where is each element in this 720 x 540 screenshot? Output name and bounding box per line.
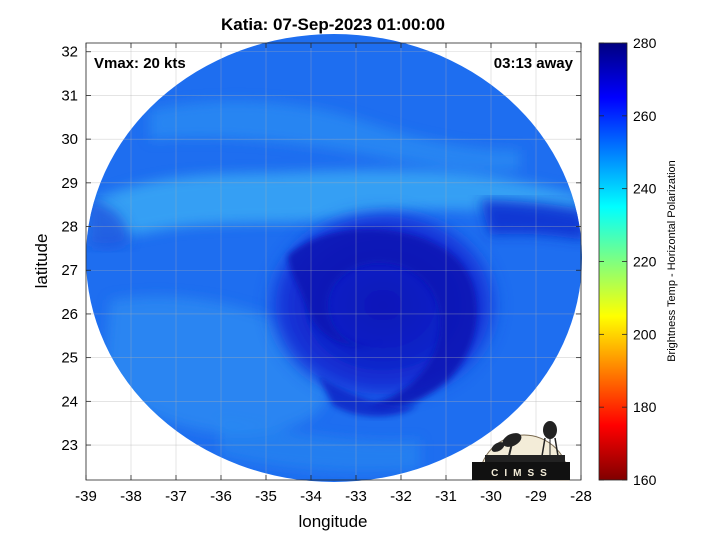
colorbar-tick-label: 260 <box>633 108 657 124</box>
y-tick-label: 27 <box>61 262 78 279</box>
colorbar-tick-label: 180 <box>633 399 657 415</box>
x-tick-label: -29 <box>525 488 547 505</box>
y-axis-label: latitude <box>32 234 51 289</box>
colorbar-tick-label: 220 <box>633 254 657 270</box>
y-tick-label: 30 <box>61 131 78 148</box>
x-axis-label: longitude <box>298 512 367 531</box>
x-tick-label: -35 <box>255 488 277 505</box>
x-tick-label: -38 <box>120 488 142 505</box>
x-tick-label: -39 <box>75 488 97 505</box>
x-tick-label: -33 <box>345 488 367 505</box>
x-tick-label: -28 <box>570 488 592 505</box>
figure-title: Katia: 07-Sep-2023 01:00:00 <box>221 15 445 34</box>
y-axis-ticks: 32 31 30 29 28 27 26 25 24 23 <box>61 44 581 454</box>
x-tick-label: -30 <box>480 488 502 505</box>
brightness-temp-swath <box>86 34 582 482</box>
y-tick-label: 28 <box>61 219 78 236</box>
x-axis-ticks: -39 -38 -37 -36 -35 -34 -33 -32 -31 -30 -29 -28 <box>75 43 592 505</box>
colorbar-tick-label: 280 <box>633 35 657 51</box>
vmax-label: Vmax: 20 kts <box>94 55 186 72</box>
colorbar-label: Brightness Temp - Horizontal Polarizatio… <box>666 160 678 362</box>
axes-frame <box>85 42 582 481</box>
storm-core <box>263 205 503 417</box>
y-tick-label: 24 <box>61 393 78 410</box>
y-tick-label: 23 <box>61 437 78 454</box>
x-tick-label: -32 <box>390 488 412 505</box>
cimss-logo: CIMSS <box>472 421 570 481</box>
y-tick-label: 29 <box>61 175 78 192</box>
colorbar-tick-label: 160 <box>633 472 657 488</box>
colorbar-tick-label: 200 <box>633 326 657 342</box>
cyan-bands <box>90 101 580 472</box>
y-tick-label: 31 <box>61 87 78 104</box>
x-tick-label: -37 <box>165 488 187 505</box>
y-tick-label: 26 <box>61 306 78 323</box>
y-tick-label: 25 <box>61 350 78 367</box>
time-away-label: 03:13 away <box>494 55 574 72</box>
x-tick-label: -34 <box>300 488 322 505</box>
x-tick-label: -31 <box>435 488 457 505</box>
colorbar-ticks: 280 260 240 220 200 180 160 <box>599 35 657 488</box>
x-tick-label: -36 <box>210 488 232 505</box>
logo-text: CIMSS <box>491 468 553 479</box>
y-tick-label: 32 <box>61 44 78 61</box>
colorbar-tick-label: 240 <box>633 181 657 197</box>
dark-bands <box>88 200 582 248</box>
